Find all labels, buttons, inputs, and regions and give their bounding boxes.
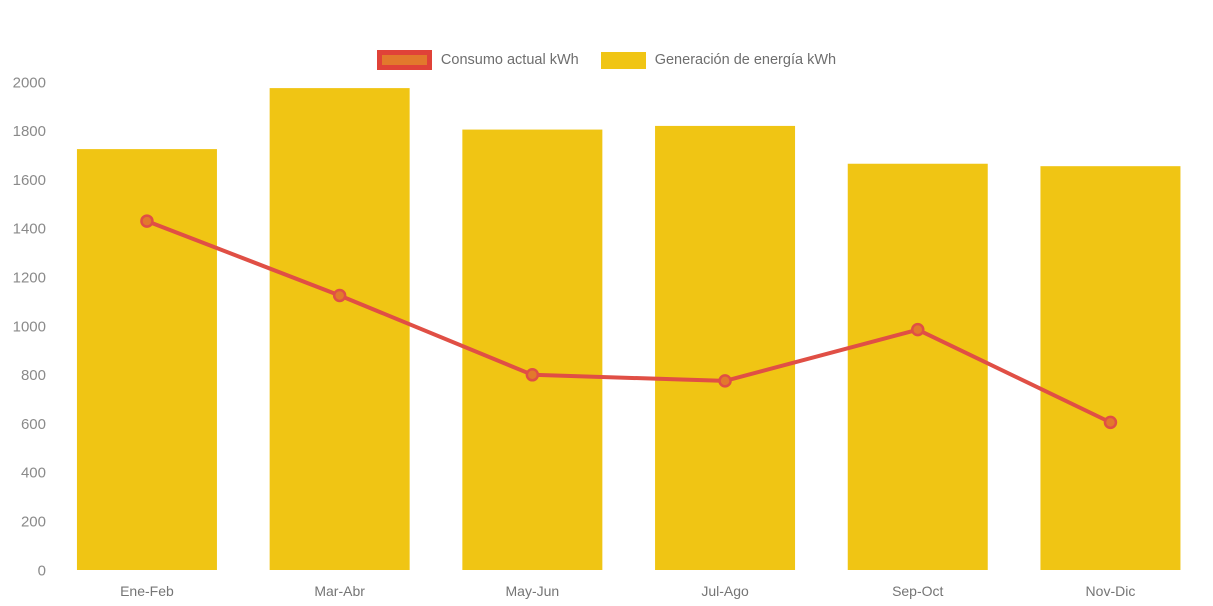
x-category-label: Ene-Feb — [120, 583, 174, 599]
generation-bar-sep-oct[interactable] — [847, 163, 988, 571]
y-tick-label: 200 — [21, 513, 46, 530]
x-category-label: Sep-Oct — [892, 583, 943, 599]
y-tick-label: 1600 — [13, 172, 46, 189]
y-tick-label: 1000 — [13, 318, 46, 335]
legend-swatch-bar-icon — [600, 51, 646, 69]
generation-bar-ene-feb[interactable] — [76, 149, 217, 570]
y-tick-label: 800 — [21, 367, 46, 384]
generation-bar-nov-dic[interactable] — [1040, 166, 1181, 570]
y-tick-label: 1200 — [13, 269, 46, 286]
y-tick-label: 0 — [38, 562, 46, 579]
y-tick-label: 2000 — [13, 74, 46, 91]
x-category-label: May-Jun — [506, 583, 560, 599]
legend-swatch-line-icon — [376, 50, 432, 70]
y-tick-label: 400 — [21, 465, 46, 482]
legend-item-label: Consumo actual kWh — [440, 52, 579, 68]
generation-bar-jul-ago[interactable] — [655, 125, 796, 571]
consumption-point-jul-ago[interactable] — [718, 374, 732, 388]
x-category-label: Mar-Abr — [314, 583, 365, 599]
consumption-point-ene-feb[interactable] — [140, 214, 154, 228]
generation-bar-may-jun[interactable] — [462, 129, 603, 570]
consumption-point-nov-dic[interactable] — [1103, 415, 1118, 430]
consumption-point-sep-oct[interactable] — [911, 322, 925, 337]
x-category-label: Jul-Ago — [701, 583, 749, 599]
consumption-point-mar-abr[interactable] — [332, 288, 347, 303]
legend-item-generacion[interactable]: Generación de energía kWh — [600, 51, 837, 69]
generation-bar-mar-abr[interactable] — [269, 88, 410, 570]
legend-item-label: Generación de energía kWh — [654, 52, 837, 68]
consumption-point-may-jun[interactable] — [525, 368, 540, 382]
legend-item-consumo[interactable]: Consumo actual kWh — [376, 50, 579, 70]
y-tick-label: 1400 — [13, 221, 46, 238]
y-tick-label: 1800 — [13, 123, 46, 140]
chart-legend: Consumo actual kWh Generación de energía … — [0, 50, 1213, 70]
y-tick-label: 600 — [21, 416, 46, 433]
x-category-label: Nov-Dic — [1086, 583, 1136, 599]
consumption-line — [144, 219, 1113, 425]
